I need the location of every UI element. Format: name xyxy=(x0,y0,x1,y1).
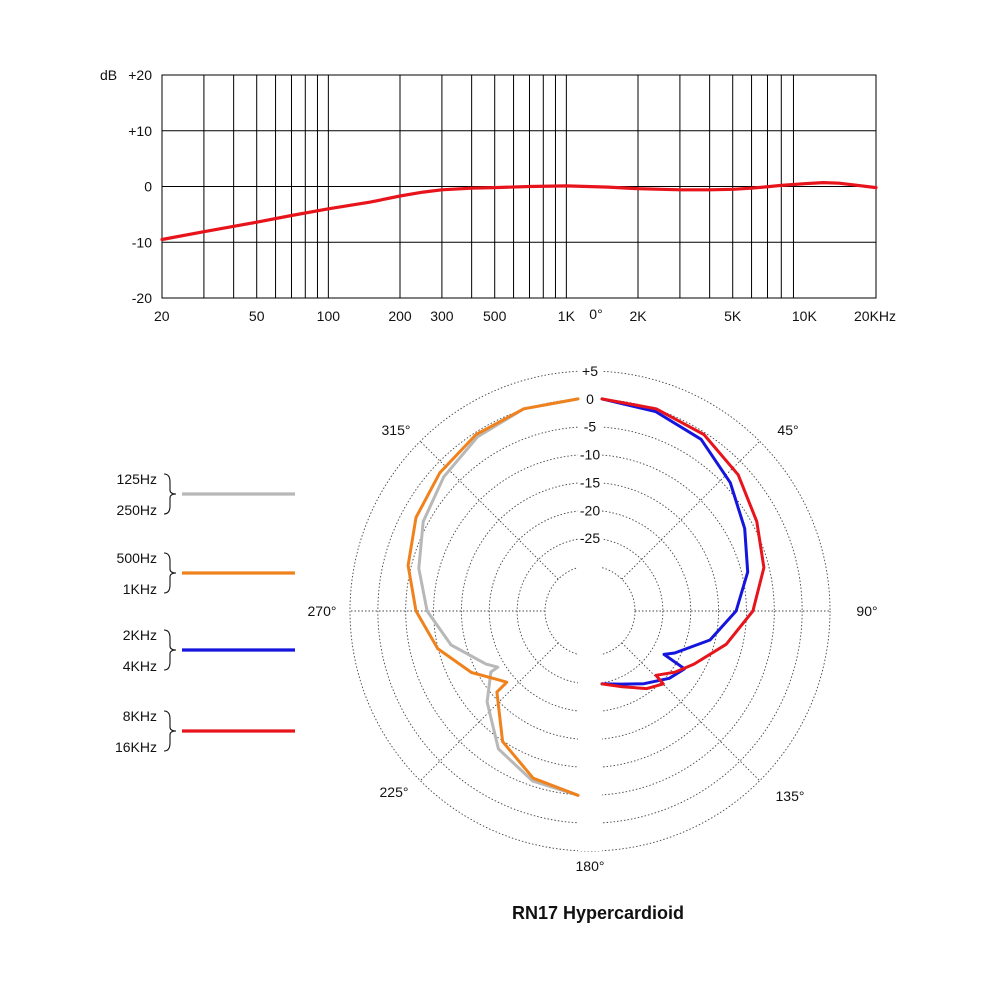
polar-curves xyxy=(406,397,766,797)
legend-brace xyxy=(163,552,177,594)
frequency-y-ticks: +20 +10 0 -10 -20 xyxy=(128,67,152,306)
frequency-x-tick-label: 2K xyxy=(629,308,647,324)
legend-label: 4KHz xyxy=(123,658,157,674)
legend-brace xyxy=(163,710,177,752)
polar-grid-spoke xyxy=(419,440,559,580)
polar-grid-spoke xyxy=(621,440,761,580)
polar-curve xyxy=(417,397,580,797)
frequency-y-tick-label: +20 xyxy=(128,67,152,83)
legend-brace xyxy=(163,629,177,671)
frequency-x-tick-label: 500 xyxy=(483,308,507,324)
legend-brace xyxy=(163,473,177,515)
frequency-y-tick-label: -10 xyxy=(132,234,152,250)
polar-radius-tick-label: 0 xyxy=(586,391,594,407)
chart-title: RN17 Hypercardioid xyxy=(512,903,684,923)
legend-label: 500Hz xyxy=(117,550,157,566)
polar-angle-label: 90° xyxy=(856,603,877,619)
legend: 125Hz 250Hz 500Hz 1KHz 2KHz 4KHz 8KHz 16KHz xyxy=(115,471,295,755)
polar-grid-spoke xyxy=(419,642,559,782)
polar-grid-spoke xyxy=(621,642,761,782)
polar-angle-labels: 0° 45° 90° 135° 180° 225° 270° 315° xyxy=(308,306,878,874)
frequency-x-ticks: 20 50 100 200 300 500 1K 2K 5K 10K 20KHz xyxy=(154,308,896,324)
polar-angle-label: 225° xyxy=(380,784,409,800)
frequency-x-tick-label: 200 xyxy=(388,308,412,324)
legend-label: 2KHz xyxy=(123,627,157,643)
polar-pattern-chart: +5 0 -5 -10 -15 -20 -25 0° 45° 90° 135° 180° 225° 27… xyxy=(308,306,878,874)
polar-radius-tick-label: -15 xyxy=(580,474,600,490)
polar-axis-gap xyxy=(578,343,602,851)
legend-label: 1KHz xyxy=(123,581,157,597)
frequency-x-tick-label: 20KHz xyxy=(854,308,896,324)
polar-curve xyxy=(406,397,580,797)
legend-label: 250Hz xyxy=(117,502,157,518)
polar-angle-label: 315° xyxy=(382,422,411,438)
frequency-x-tick-label: 100 xyxy=(317,308,341,324)
frequency-x-tick-label: 1K xyxy=(558,308,576,324)
frequency-y-tick-label: 0 xyxy=(144,179,152,195)
polar-angle-label: 45° xyxy=(777,422,798,438)
polar-angle-label: 0° xyxy=(589,306,602,322)
frequency-y-tick-label: +10 xyxy=(128,123,152,139)
polar-grid xyxy=(349,343,831,852)
polar-radius-tick-label: -5 xyxy=(584,419,597,435)
legend-label: 8KHz xyxy=(123,708,157,724)
frequency-x-tick-label: 5K xyxy=(724,308,742,324)
frequency-x-tick-label: 20 xyxy=(154,308,170,324)
polar-curve xyxy=(600,397,766,691)
polar-radius-ticks: +5 0 -5 -10 -15 -20 -25 xyxy=(580,363,600,546)
polar-curve xyxy=(600,397,750,686)
frequency-x-tick-label: 10K xyxy=(792,308,818,324)
frequency-y-tick-label: -20 xyxy=(132,290,152,306)
polar-angle-label: 135° xyxy=(776,788,805,804)
polar-angle-label: 270° xyxy=(308,603,337,619)
frequency-x-tick-label: 50 xyxy=(249,308,265,324)
legend-label: 16KHz xyxy=(115,739,157,755)
polar-grid-ring xyxy=(516,537,664,685)
polar-radius-tick-label: -10 xyxy=(580,447,600,463)
legend-label: 125Hz xyxy=(117,471,157,487)
frequency-y-axis-label: dB xyxy=(100,67,117,83)
polar-radius-tick-label: -20 xyxy=(580,502,600,518)
polar-radius-tick-label: +5 xyxy=(582,363,598,379)
frequency-response-curve xyxy=(160,181,878,242)
frequency-x-tick-label: 300 xyxy=(430,308,454,324)
polar-angle-label: 180° xyxy=(576,858,605,874)
frequency-response-chart: +20 +10 0 -10 -20 dB 20 50 100 200 300 500 1K 2K 5K 1… xyxy=(100,67,896,324)
polar-radius-tick-label: -25 xyxy=(580,530,600,546)
